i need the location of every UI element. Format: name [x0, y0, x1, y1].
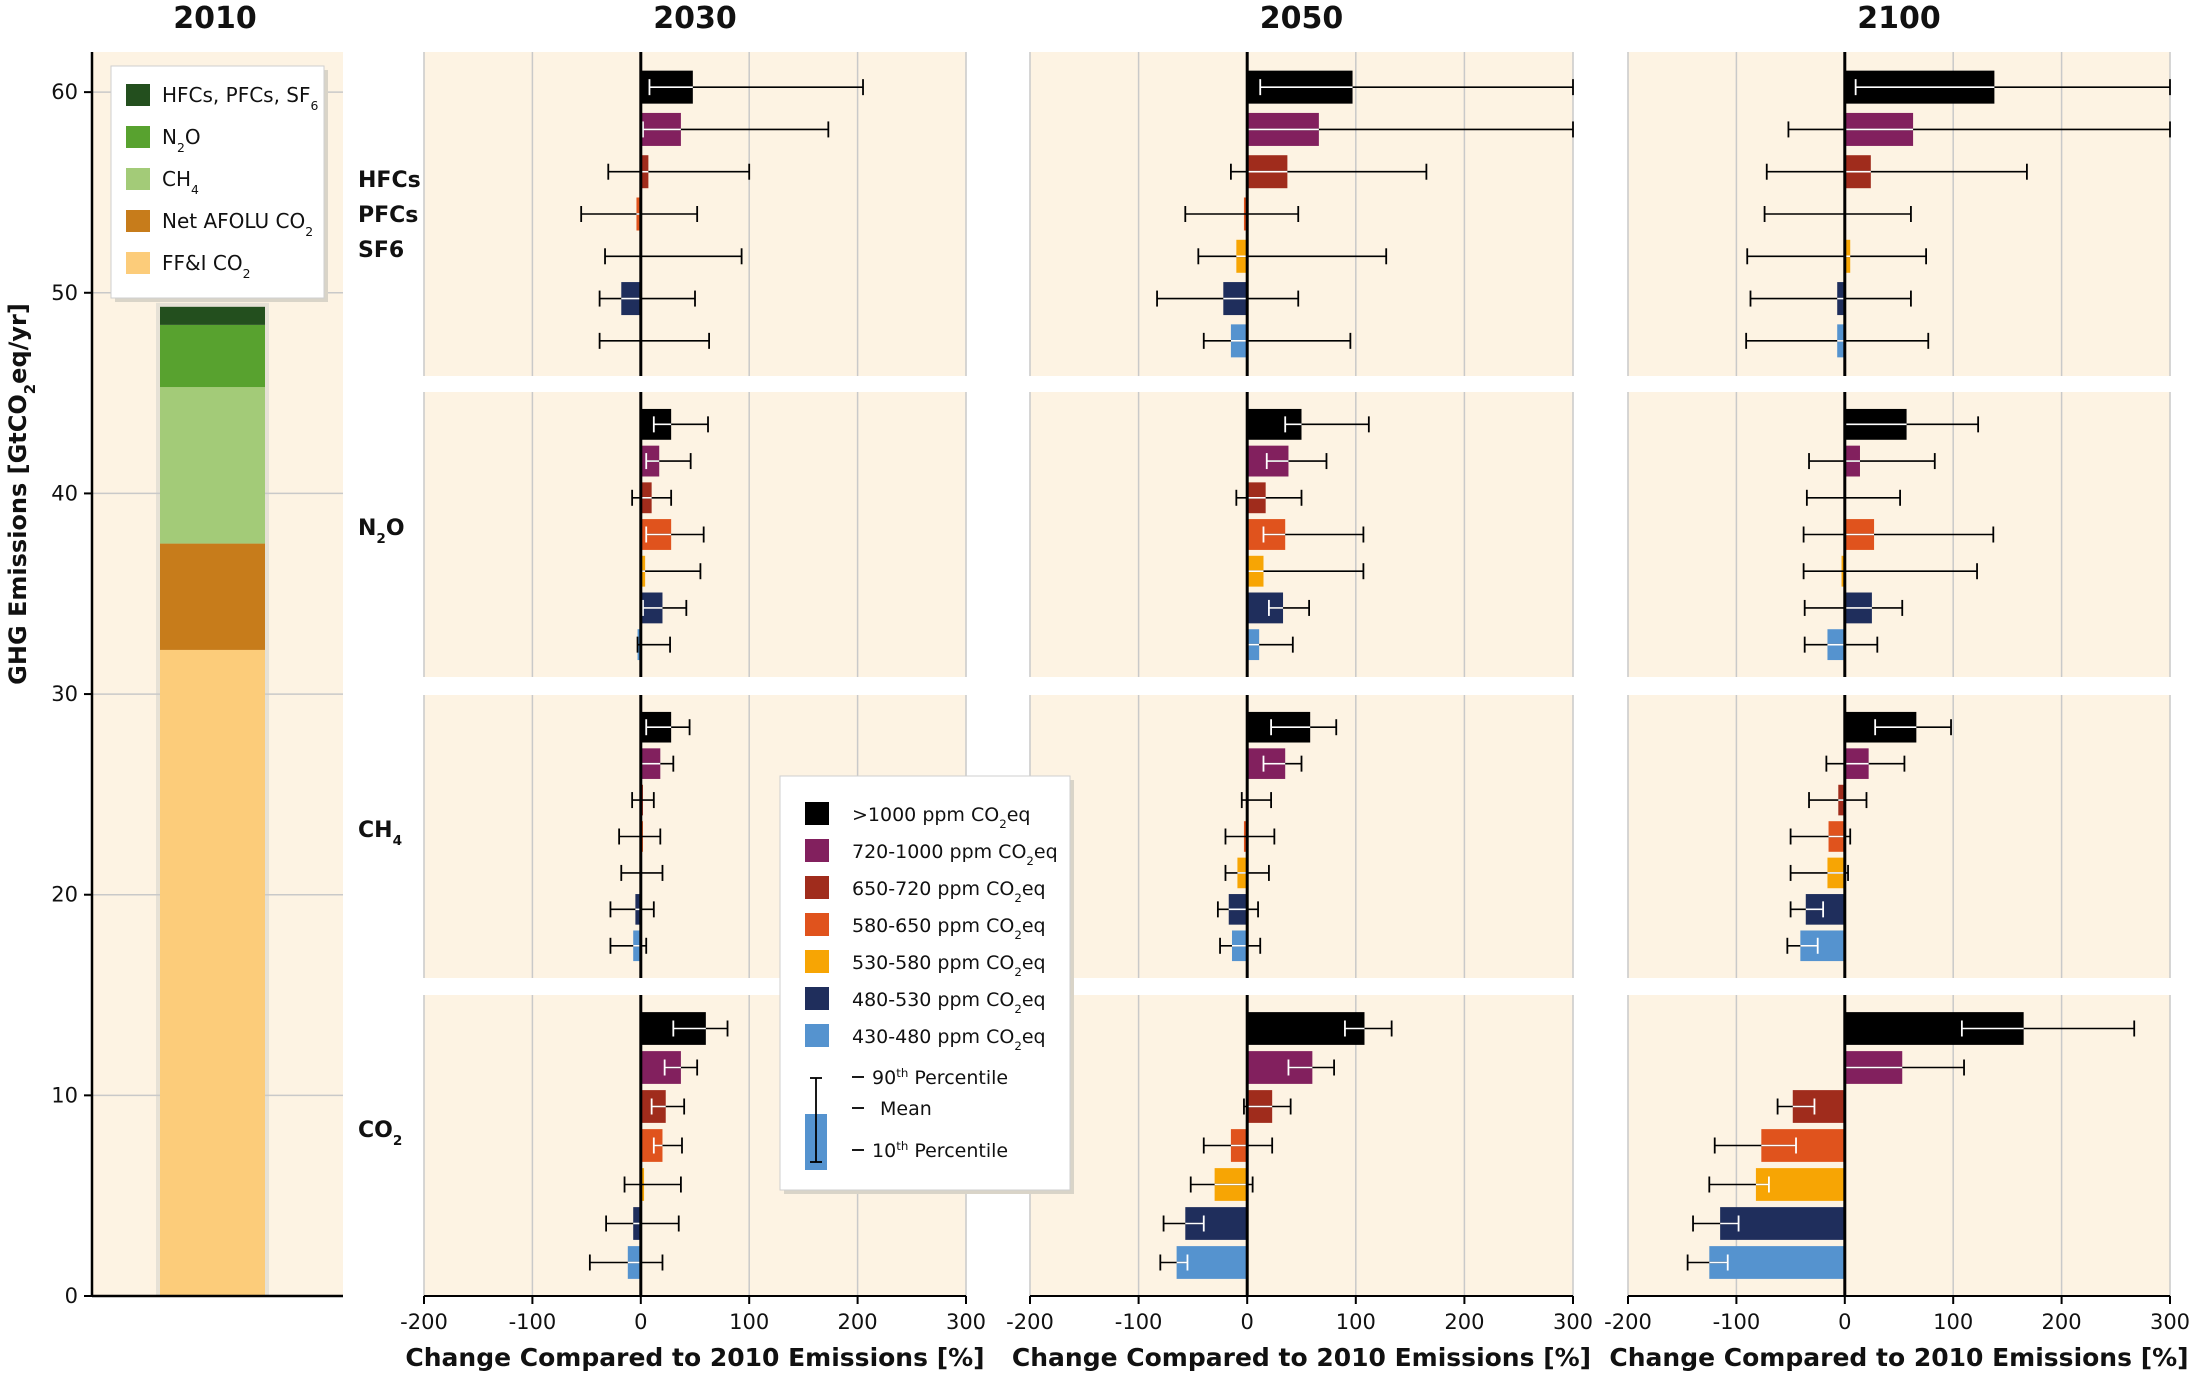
series-legend-swatch: [805, 950, 829, 973]
left-panel-title: 2010: [173, 1, 257, 36]
left-y-tick-label: 40: [51, 481, 78, 505]
series-legend-label: 720-1000 ppm CO2​eq: [852, 841, 1058, 868]
left-legend-swatch: [126, 210, 150, 232]
left-y-tick-label: 0: [65, 1284, 78, 1308]
panel-bg: [1030, 52, 1573, 376]
x-tick-label: 200: [838, 1310, 878, 1334]
series-legend-label: 430-480 ppm CO2​eq: [852, 1026, 1046, 1053]
x-tick-label: 300: [1553, 1310, 1593, 1334]
left-legend-label: FF&I CO2​: [162, 251, 250, 281]
stack-segment: [160, 324, 265, 388]
x-tick-label: -200: [1006, 1310, 1054, 1334]
percentile-90-label: 90th Percentile: [872, 1066, 1008, 1089]
stack-segment: [160, 543, 265, 650]
left-y-tick-label: 50: [51, 281, 78, 305]
mean-label: Mean: [880, 1098, 932, 1120]
gas-row-label: HFCs: [358, 168, 421, 193]
left-legend-swatch: [126, 126, 150, 148]
left-y-tick-label: 30: [51, 682, 78, 706]
left-legend-label: HFCs, PFCs, SF6​: [162, 83, 319, 113]
bar: [1755, 1168, 1845, 1201]
series-legend-swatch: [805, 876, 829, 899]
year-title: 2050: [1260, 1, 1344, 36]
panel-bg: [1030, 995, 1573, 1296]
x-tick-label: 100: [1336, 1310, 1376, 1334]
left-legend-swatch: [126, 84, 150, 106]
gas-row-label: CO2​: [358, 1118, 402, 1149]
x-axis-title: Change Compared to 2010 Emissions [%]: [405, 1343, 984, 1372]
stack-segment: [160, 306, 265, 325]
gas-row-label: CH4​: [358, 818, 402, 849]
x-tick-label: 200: [2042, 1310, 2082, 1334]
x-axis-title: Change Compared to 2010 Emissions [%]: [1012, 1343, 1591, 1372]
x-tick-label: 0: [1838, 1310, 1851, 1334]
bar: [1176, 1246, 1248, 1279]
series-legend-label: 650-720 ppm CO2​eq: [852, 878, 1046, 905]
x-tick-label: 0: [1241, 1310, 1254, 1334]
year-title: 2030: [653, 1, 737, 36]
bar: [1720, 1207, 1845, 1240]
series-legend-swatch: [805, 839, 829, 862]
x-tick-label: -200: [400, 1310, 448, 1334]
series-legend-swatch: [805, 987, 829, 1010]
series-legend-swatch: [805, 1024, 829, 1047]
stack-segment: [160, 649, 265, 1296]
x-tick-label: 300: [2150, 1310, 2190, 1334]
year-title: 2100: [1857, 1, 1941, 36]
chart-error-bars: [580, 79, 2171, 1271]
x-axis-title: Change Compared to 2010 Emissions [%]: [1609, 1343, 2188, 1372]
x-tick-label: -100: [1713, 1310, 1761, 1334]
bar: [640, 1129, 663, 1162]
x-tick-label: -200: [1604, 1310, 1652, 1334]
left-legend-label: N2​O: [162, 125, 201, 155]
left-legend-swatch: [126, 168, 150, 190]
left-legend-label: CH4​: [162, 167, 199, 197]
left-y-axis-title: GHG Emissions [GtCO2​eq/yr]: [4, 303, 39, 685]
percentile-10-label: 10th Percentile: [872, 1139, 1008, 1162]
series-legend-label: 480-530 ppm CO2​eq: [852, 989, 1046, 1016]
x-tick-label: 100: [729, 1310, 769, 1334]
series-legend-swatch: [805, 913, 829, 936]
left-y-tick-label: 60: [51, 80, 78, 104]
series-legend-label: 580-650 ppm CO2​eq: [852, 915, 1046, 942]
x-tick-label: 200: [1444, 1310, 1484, 1334]
series-legend-label: >1000 ppm CO2​eq: [852, 804, 1030, 831]
chart-legends: HFCs, PFCs, SF6​ N2​O CH4​ Net AFOLU CO2​ FF…: [110, 65, 1074, 1194]
series-legend-swatch: [805, 802, 829, 825]
gas-row-label: N2​O: [358, 516, 405, 547]
x-tick-label: -100: [509, 1310, 557, 1334]
x-tick-label: 0: [634, 1310, 647, 1334]
left-y-tick-label: 20: [51, 883, 78, 907]
chart-axes: [84, 52, 2171, 1304]
left-y-tick-label: 10: [51, 1083, 78, 1107]
bar: [1709, 1246, 1845, 1279]
x-tick-label: 300: [946, 1310, 986, 1334]
gas-row-label: SF6: [358, 238, 404, 263]
stack-segment: [160, 387, 265, 544]
left-legend-label: Net AFOLU CO2​: [162, 209, 313, 239]
x-tick-label: -100: [1115, 1310, 1163, 1334]
left-legend-swatch: [126, 252, 150, 274]
x-tick-label: 100: [1933, 1310, 1973, 1334]
series-legend-label: 530-580 ppm CO2​eq: [852, 952, 1046, 979]
gas-row-label: PFCs: [358, 203, 418, 228]
